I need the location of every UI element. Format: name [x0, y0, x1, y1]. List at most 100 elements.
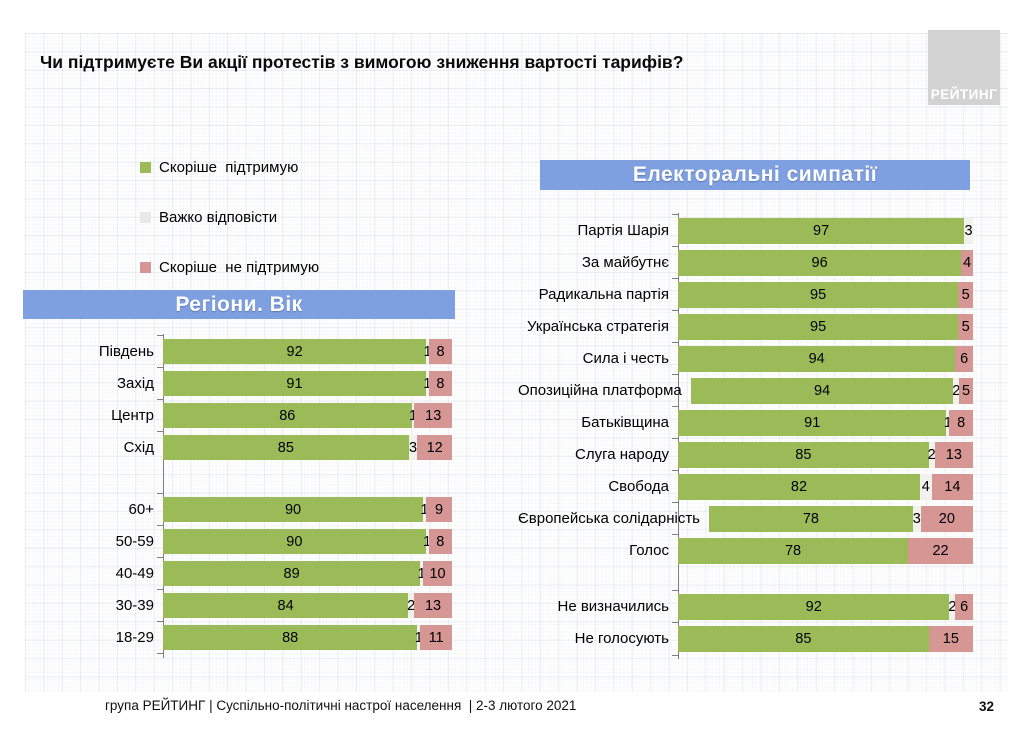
bar-row: Партія Шарія 97 3: [518, 214, 973, 244]
bar-segment-oppose: 8: [949, 410, 973, 436]
stacked-bar: 78 22: [678, 538, 973, 564]
segment-value: 89: [283, 565, 300, 582]
segment-value: 1: [414, 629, 423, 646]
bar-segment-neutral: 2: [952, 378, 961, 404]
segment-value: 1: [423, 375, 432, 392]
segment-value: 9: [434, 501, 444, 518]
bar-row: Південь 92 1 8: [23, 335, 452, 364]
bar-segment-support: 94: [678, 346, 956, 372]
bar-row: Голос 78 22: [518, 534, 973, 564]
bar-segment-oppose: 22: [908, 538, 973, 564]
bar-row: Українська стратегія 95 5: [518, 310, 973, 340]
bar-segment-oppose: 6: [955, 346, 973, 372]
segment-value: 4: [963, 255, 972, 271]
segment-value: 5: [961, 383, 971, 399]
segment-value: 85: [795, 447, 812, 463]
bar-segment-oppose: 14: [931, 474, 973, 500]
segment-value: 8: [436, 533, 445, 550]
segment-value: 94: [814, 383, 831, 399]
category-label: Опозиційна платформа: [518, 382, 682, 399]
bar-segment-oppose: 10: [423, 561, 452, 586]
legend-swatch-0: [140, 162, 151, 173]
segment-value: 95: [810, 287, 827, 303]
segment-value: 5: [961, 319, 970, 335]
segment-value: 14: [944, 479, 961, 495]
bar-segment-oppose: 15: [928, 626, 973, 652]
left-chart-rows: Південь 92 1 8 Захід 91 1 8 Центр 86 1 13 Схід 85 3 12 6…: [23, 335, 453, 654]
segment-value: 8: [957, 415, 966, 431]
segment-value: 95: [810, 319, 827, 335]
bar-group-regions: Південь 92 1 8 Захід 91 1 8 Центр 86 1 13 Схід 85 3 12: [23, 335, 453, 460]
legend-label-oppose: Скоріше не підтримую: [159, 259, 320, 276]
stacked-bar: 89 1 10: [163, 561, 452, 586]
segment-value: 3: [964, 223, 973, 239]
segment-value: 1: [423, 343, 432, 360]
bar-row: Не голосують 85 15: [518, 622, 973, 656]
page-title: Чи підтримуєте Ви акції протестів з вимо…: [40, 52, 684, 72]
category-label: Українська стратегія: [527, 318, 669, 335]
bar-segment-neutral: 2: [928, 442, 936, 468]
segment-value: 13: [424, 597, 442, 614]
bar-segment-neutral: 1: [414, 625, 423, 650]
legend-item-support: Скоріше підтримую: [140, 159, 319, 176]
bar-segment-support: 90: [163, 497, 424, 522]
segment-value: 84: [277, 597, 294, 614]
segment-value: 15: [942, 631, 959, 647]
bar-segment-support: 91: [678, 410, 947, 436]
stacked-bar: 85 2 13: [678, 442, 973, 468]
segment-value: 78: [784, 543, 802, 559]
bar-row: Європейська солідарність 78 3 20: [518, 502, 973, 532]
category-label: 18-29: [115, 629, 154, 646]
bar-row: Радикальна партія 95 5: [518, 278, 973, 308]
stacked-bar: 78 3 20: [709, 506, 973, 532]
electoral-sympathies-chart: Партія Шарія 97 3 За майбутнє 96 4 Радикальна …: [518, 213, 974, 659]
bar-group-parties: Партія Шарія 97 3 За майбутнє 96 4 Радикальна …: [518, 214, 973, 564]
segment-value: 20: [938, 511, 955, 527]
segment-value: 97: [813, 223, 830, 239]
segment-value: 22: [932, 543, 949, 559]
category-label: Південь: [98, 343, 154, 360]
bar-group-age: 60+ 90 1 9 50-59 90 1 8 40-49 89 1 10 30-39 84 2 13 18-2…: [23, 493, 453, 654]
left-chart-axis: [163, 334, 164, 658]
segment-value: 85: [277, 439, 294, 456]
bar-row: Сила і честь 94 6: [518, 342, 973, 372]
category-label: Європейська солідарність: [518, 510, 700, 527]
segment-value: 13: [425, 407, 442, 424]
segment-value: 2: [952, 383, 961, 399]
bar-segment-oppose: 8: [429, 339, 452, 364]
segment-value: 11: [428, 629, 444, 646]
bar-segment-oppose: 11: [420, 625, 452, 650]
left-chart-title: Регіони. Вік: [23, 290, 455, 319]
segment-value: 1: [408, 407, 418, 424]
legend-item-neutral: Важко відповісти: [140, 209, 319, 226]
bar-segment-support: 95: [678, 314, 959, 340]
bar-segment-oppose: 8: [428, 371, 452, 396]
segment-value: 2: [948, 599, 957, 615]
rating-logo-text: РЕЙТИНГ: [930, 87, 998, 102]
bar-row: Захід 91 1 8: [23, 367, 452, 396]
segment-value: 90: [284, 501, 302, 518]
rating-group-logo: РЕЙТИНГ: [928, 30, 1000, 105]
bar-row: Схід 85 3 12: [23, 431, 453, 460]
stacked-bar: 92 1 8: [163, 339, 452, 364]
stacked-bar: 90 1 9: [163, 497, 452, 522]
legend-swatch-1: [140, 212, 151, 223]
stacked-bar: 86 1 13: [163, 403, 452, 428]
bar-segment-support: 78: [678, 538, 909, 564]
category-label: Слуга народу: [575, 446, 669, 463]
bar-row: Не визначились 92 2 6: [518, 590, 974, 620]
segment-value: 12: [426, 439, 443, 456]
category-label: Не визначились: [557, 598, 669, 615]
stacked-bar: 91 1 8: [678, 410, 973, 436]
bar-row: Свобода 82 4 14: [518, 470, 973, 500]
segment-value: 96: [811, 255, 828, 271]
bar-segment-support: 96: [678, 250, 962, 276]
segment-value: 86: [279, 407, 296, 424]
bar-segment-oppose: 5: [958, 282, 973, 308]
bar-segment-oppose: 20: [920, 506, 973, 532]
bar-row: Центр 86 1 13: [23, 399, 452, 428]
bar-row: Опозиційна платформа 94 2 5: [518, 374, 973, 404]
bar-segment-oppose: 4: [961, 250, 973, 276]
category-label: Захід: [117, 375, 154, 392]
